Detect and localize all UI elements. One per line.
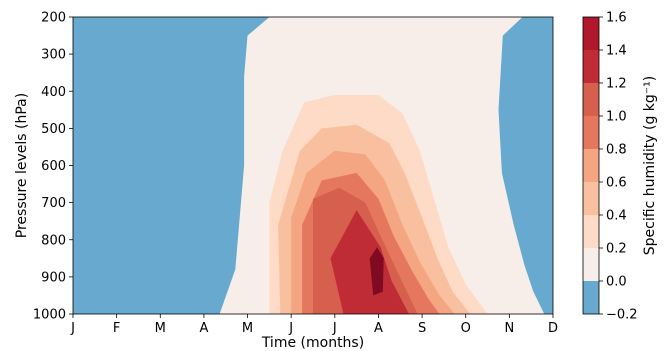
contour-fills	[219, 17, 545, 314]
colorbar-tick-label: −0.2	[606, 308, 638, 323]
x-tick-label: J	[70, 321, 75, 336]
colorbar-tick-label: 1.2	[606, 77, 627, 92]
y-tick-label: 400	[41, 85, 66, 100]
colorbar-tick-label: 0.6	[606, 176, 627, 191]
x-tick-label: N	[504, 321, 514, 336]
y-tick-label: 900	[41, 270, 66, 285]
y-axis-ticks: 200 300 400 500 600 700 800 900 1000	[33, 11, 73, 323]
contour-region-7	[369, 247, 384, 296]
colorbar-segment	[583, 281, 599, 314]
x-tick-label: M	[242, 321, 253, 336]
x-tick-label: S	[418, 321, 426, 336]
y-tick-label: 300	[41, 48, 66, 63]
x-tick-label: A	[374, 321, 383, 336]
colorbar-segment	[583, 149, 599, 182]
y-tick-label: 700	[41, 196, 66, 211]
colorbar-tick-label: 0.2	[606, 242, 627, 257]
colorbar-segment	[583, 182, 599, 215]
x-tick-label: M	[155, 321, 166, 336]
y-tick-label: 600	[41, 159, 66, 174]
colorbar-segment	[583, 248, 599, 281]
colorbar-tick-label: 1.4	[606, 44, 627, 59]
colorbar-segment	[583, 116, 599, 149]
colorbar-label: Specific humidity (g kg⁻¹)	[642, 76, 658, 255]
colorbar-segment	[583, 215, 599, 248]
x-tick-label: O	[461, 321, 471, 336]
y-tick-label: 1000	[33, 308, 66, 323]
x-tick-label: D	[548, 321, 558, 336]
colorbar-segment	[583, 50, 599, 83]
x-tick-label: J	[288, 321, 293, 336]
colorbar-segment	[583, 83, 599, 116]
colorbar-tick-label: 1.6	[606, 11, 627, 26]
x-tick-label: J	[332, 321, 337, 336]
colorbar-segment	[583, 17, 599, 50]
colorbar-tick-label: 0.8	[606, 143, 627, 158]
colorbar-tick-label: 0.4	[606, 209, 627, 224]
colorbar: −0.2 0.0 0.2 0.4 0.6 0.8 1.0 1.2 1.4 1.6	[582, 11, 638, 323]
colorbar-tick-label: 0.0	[606, 275, 627, 290]
contour-region-6	[330, 210, 409, 314]
x-tick-label: A	[199, 321, 208, 336]
y-tick-label: 500	[41, 122, 66, 137]
x-axis-label: Time (months)	[261, 335, 364, 351]
colorbar-frame	[582, 16, 600, 315]
y-tick-label: 800	[41, 233, 66, 248]
x-tick-label: F	[113, 321, 120, 336]
y-tick-label: 200	[41, 11, 66, 26]
y-axis-label: Pressure levels (hPa)	[14, 93, 30, 238]
colorbar-tick-label: 1.0	[606, 110, 627, 125]
